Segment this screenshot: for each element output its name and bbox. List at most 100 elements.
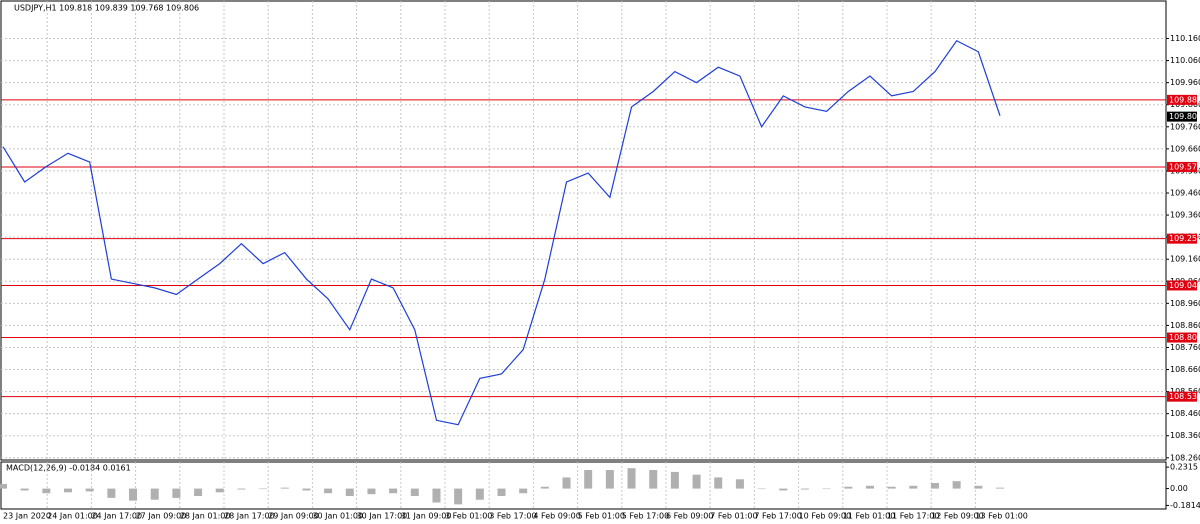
- x-tick-label: 11 Feb 01:00: [843, 512, 895, 521]
- y-tick-label: 109.460: [1170, 188, 1200, 197]
- macd-bar: [129, 488, 138, 501]
- x-tick-label: 28 Jan 01:00: [180, 512, 231, 521]
- macd-bar: [172, 488, 181, 498]
- x-tick-label: 24 Jan 17:00: [91, 512, 142, 521]
- x-tick-label: 23 Jan 2020: [3, 512, 51, 521]
- y-tick-label: 108.860: [1170, 321, 1200, 330]
- macd-bar: [454, 488, 463, 505]
- macd-bar: [259, 488, 268, 490]
- level-tag: [1167, 332, 1197, 343]
- y-tick-label: 108.360: [1170, 431, 1200, 440]
- level-tag: [1167, 233, 1197, 244]
- macd-bar: [930, 483, 939, 489]
- x-tick-label: 29 Jan 09:00: [268, 512, 319, 521]
- level-label: 109.253: [1169, 234, 1200, 243]
- x-tick-label: 3 Feb 01:00: [445, 512, 492, 521]
- y-tick-label: 108.260: [1170, 453, 1200, 462]
- macd-bar: [0, 483, 7, 489]
- y-tick-label: 108.960: [1170, 299, 1200, 308]
- macd-bar: [215, 488, 224, 493]
- x-tick-label: 30 Jan 01:00: [312, 512, 363, 521]
- macd-bar: [475, 488, 484, 500]
- y-tick-label: 108.560: [1170, 387, 1200, 396]
- main-panel: [0, 0, 1167, 461]
- x-tick-label: 7 Feb 01:00: [710, 512, 757, 521]
- macd-bar: [649, 470, 658, 489]
- y-tick-label: 109.760: [1170, 122, 1200, 131]
- level-tag: [1167, 280, 1197, 291]
- macd-bar: [42, 488, 51, 494]
- macd-bar: [562, 477, 571, 489]
- current-price: 109.806: [1169, 112, 1200, 121]
- x-tick-label: 31 Jan 09:00: [401, 512, 452, 521]
- macd-bar: [302, 488, 311, 491]
- x-tick-label: 27 Jan 09:00: [136, 512, 187, 521]
- macd-bar: [779, 488, 788, 491]
- macd-bar: [107, 488, 116, 498]
- level-tag: [1167, 94, 1197, 105]
- macd-bar: [20, 488, 29, 491]
- y-tick-label: 110.160: [1170, 34, 1200, 43]
- macd-bar: [735, 479, 744, 489]
- macd-tick-label: 0.2315: [1170, 463, 1198, 472]
- macd-bar: [887, 486, 896, 489]
- macd-tick-label: -0.1814: [1170, 501, 1200, 510]
- level-label: 108.537: [1169, 392, 1200, 401]
- macd-bar: [432, 488, 441, 503]
- level-label: 109.041: [1169, 281, 1200, 290]
- macd-bar: [996, 487, 1004, 489]
- y-tick-label: 109.960: [1170, 78, 1200, 87]
- macd-bar: [800, 488, 809, 490]
- macd-bar: [692, 474, 701, 489]
- x-tick-label: 30 Jan 17:00: [357, 512, 408, 521]
- level-tag: [1167, 391, 1197, 402]
- price-tag: [1167, 111, 1197, 122]
- macd-bar: [627, 468, 636, 489]
- macd-bar: [757, 488, 766, 490]
- macd-bar: [497, 488, 506, 497]
- macd-bar: [909, 485, 918, 489]
- macd-bar: [345, 488, 354, 497]
- macd-bar: [64, 488, 73, 493]
- macd-tick-label: 0.00: [1170, 484, 1188, 493]
- price-line: [2, 39, 1001, 426]
- chart-title: USDJPY,H1 109.818 109.839 109.768 109.80…: [14, 4, 199, 13]
- macd-bar: [519, 488, 528, 494]
- macd-bar: [85, 488, 94, 492]
- x-tick-label: 28 Jan 17:00: [224, 512, 275, 521]
- x-tick-label: 5 Feb 01:00: [578, 512, 625, 521]
- level-label: 108.805: [1169, 333, 1200, 342]
- macd-bar: [865, 485, 874, 489]
- y-tick-label: 108.760: [1170, 343, 1200, 352]
- macd-bar: [389, 488, 398, 494]
- level-label: 109.882: [1169, 95, 1200, 104]
- x-tick-label: 6 Feb 09:00: [666, 512, 713, 521]
- level-label: 109.578: [1169, 162, 1200, 171]
- y-tick-label: 109.660: [1170, 144, 1200, 153]
- macd-bar: [822, 488, 831, 490]
- x-tick-label: 11 Feb 17:00: [887, 512, 939, 521]
- macd-bar: [844, 486, 853, 489]
- y-tick-label: 108.460: [1170, 409, 1200, 418]
- macd-bar: [584, 470, 593, 489]
- x-tick-label: 4 Feb 09:00: [533, 512, 580, 521]
- macd-bar: [194, 488, 203, 497]
- macd-bar: [605, 470, 614, 489]
- macd-bar: [410, 488, 419, 497]
- macd-bar: [714, 477, 723, 489]
- x-tick-label: 3 Feb 17:00: [489, 512, 536, 521]
- macd-bar: [280, 487, 289, 489]
- macd-bar: [150, 488, 159, 500]
- x-tick-label: 13 Feb 01:00: [975, 512, 1027, 521]
- y-tick-label: 108.660: [1170, 365, 1200, 374]
- x-tick-label: 5 Feb 17:00: [622, 512, 669, 521]
- x-tick-label: 12 Feb 09:00: [931, 512, 983, 521]
- macd-bar: [237, 488, 246, 490]
- y-tick-label: 110.060: [1170, 56, 1200, 65]
- macd-bar: [952, 481, 961, 489]
- x-tick-label: 10 Feb 09:00: [799, 512, 851, 521]
- x-tick-label: 7 Feb 17:00: [754, 512, 801, 521]
- level-tag: [1167, 161, 1197, 172]
- macd-bar: [367, 488, 376, 495]
